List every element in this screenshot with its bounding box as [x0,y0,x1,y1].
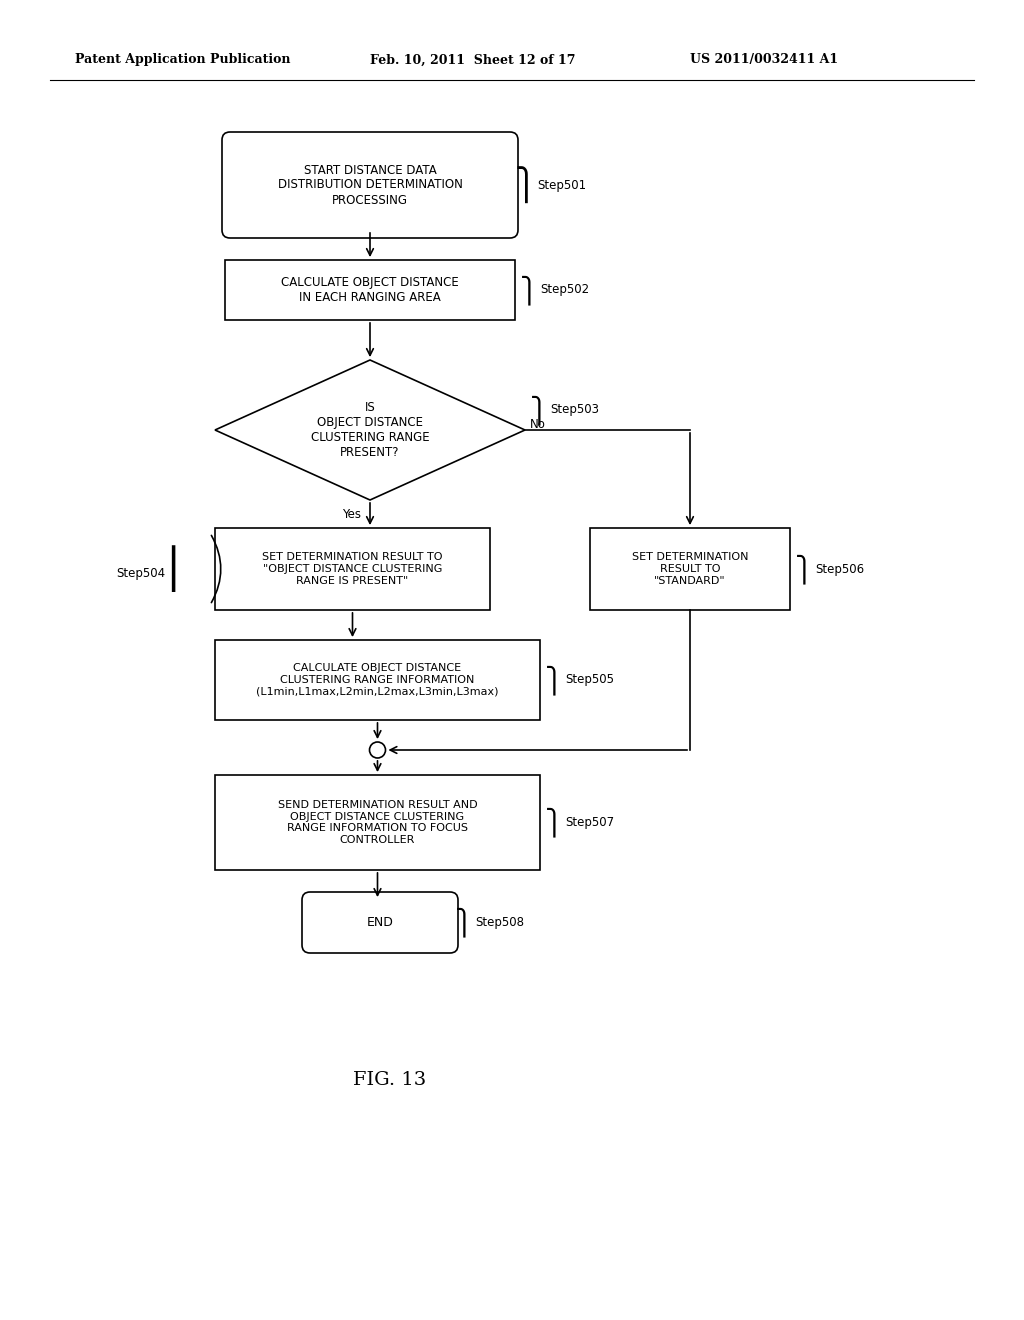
Bar [590,528,790,610]
Text: US 2011/0032411 A1: US 2011/0032411 A1 [690,54,838,66]
Text: ⎫: ⎫ [545,665,564,694]
Bar [215,775,540,870]
FancyBboxPatch shape [302,892,458,953]
Text: ⎫: ⎫ [455,908,474,937]
Text: CALCULATE OBJECT DISTANCE
IN EACH RANGING AREA: CALCULATE OBJECT DISTANCE IN EACH RANGIN… [282,276,459,304]
Polygon shape [215,360,525,500]
Text: CALCULATE OBJECT DISTANCE
CLUSTERING RANGE INFORMATION
(L1min,L1max,L2min,L2max,: CALCULATE OBJECT DISTANCE CLUSTERING RAN… [256,664,499,697]
Bar [215,528,490,610]
Text: SEND DETERMINATION RESULT AND
OBJECT DISTANCE CLUSTERING
RANGE INFORMATION TO FO: SEND DETERMINATION RESULT AND OBJECT DIS… [278,800,477,845]
Text: Step508: Step508 [475,916,524,929]
Text: SET DETERMINATION
RESULT TO
"STANDARD": SET DETERMINATION RESULT TO "STANDARD" [632,552,749,586]
Bar [215,640,540,719]
Text: END: END [367,916,393,929]
FancyBboxPatch shape [222,132,518,238]
Text: Step507: Step507 [565,816,614,829]
Text: Step503: Step503 [550,404,599,417]
Text: FIG. 13: FIG. 13 [353,1071,427,1089]
Text: ⎪: ⎪ [158,545,187,593]
Text: Step506: Step506 [815,562,864,576]
Text: No: No [530,418,546,432]
Text: ⎫: ⎫ [530,395,549,425]
Text: ⎫: ⎫ [515,166,538,203]
Text: ⎫: ⎫ [520,275,539,305]
Text: ⎫: ⎫ [545,808,564,837]
Text: Step501: Step501 [537,178,586,191]
Text: Step504: Step504 [116,568,165,581]
Text: Patent Application Publication: Patent Application Publication [75,54,291,66]
Text: Yes: Yes [342,508,361,521]
Text: START DISTANCE DATA
DISTRIBUTION DETERMINATION
PROCESSING: START DISTANCE DATA DISTRIBUTION DETERMI… [278,164,463,206]
Text: IS
OBJECT DISTANCE
CLUSTERING RANGE
PRESENT?: IS OBJECT DISTANCE CLUSTERING RANGE PRES… [310,401,429,459]
Text: Feb. 10, 2011  Sheet 12 of 17: Feb. 10, 2011 Sheet 12 of 17 [370,54,575,66]
Text: ⎫: ⎫ [795,554,814,583]
Text: SET DETERMINATION RESULT TO
"OBJECT DISTANCE CLUSTERING
RANGE IS PRESENT": SET DETERMINATION RESULT TO "OBJECT DIST… [262,552,442,586]
Text: Step505: Step505 [565,673,614,686]
Bar [225,260,515,319]
Text: Step502: Step502 [540,284,589,297]
